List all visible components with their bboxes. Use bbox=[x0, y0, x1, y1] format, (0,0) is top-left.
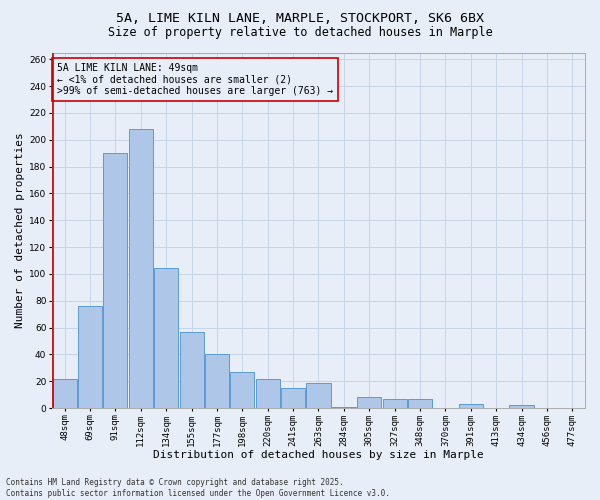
Text: 5A LIME KILN LANE: 49sqm
← <1% of detached houses are smaller (2)
>99% of semi-d: 5A LIME KILN LANE: 49sqm ← <1% of detach… bbox=[58, 63, 334, 96]
Bar bbox=[383, 398, 407, 408]
Bar bbox=[256, 378, 280, 408]
Text: Size of property relative to detached houses in Marple: Size of property relative to detached ho… bbox=[107, 26, 493, 39]
Bar bbox=[230, 372, 254, 408]
Bar bbox=[154, 268, 178, 408]
Bar bbox=[78, 306, 102, 408]
Bar bbox=[357, 398, 382, 408]
Y-axis label: Number of detached properties: Number of detached properties bbox=[15, 132, 25, 328]
Bar bbox=[459, 404, 483, 408]
Bar bbox=[179, 332, 203, 408]
Bar bbox=[509, 406, 533, 408]
Bar bbox=[332, 406, 356, 408]
Bar bbox=[281, 388, 305, 408]
Text: Contains HM Land Registry data © Crown copyright and database right 2025.
Contai: Contains HM Land Registry data © Crown c… bbox=[6, 478, 390, 498]
Bar bbox=[103, 153, 127, 408]
Bar bbox=[129, 129, 153, 408]
Bar bbox=[307, 382, 331, 408]
Bar bbox=[408, 398, 432, 408]
X-axis label: Distribution of detached houses by size in Marple: Distribution of detached houses by size … bbox=[153, 450, 484, 460]
Bar bbox=[53, 378, 77, 408]
Text: 5A, LIME KILN LANE, MARPLE, STOCKPORT, SK6 6BX: 5A, LIME KILN LANE, MARPLE, STOCKPORT, S… bbox=[116, 12, 484, 26]
Bar bbox=[205, 354, 229, 408]
